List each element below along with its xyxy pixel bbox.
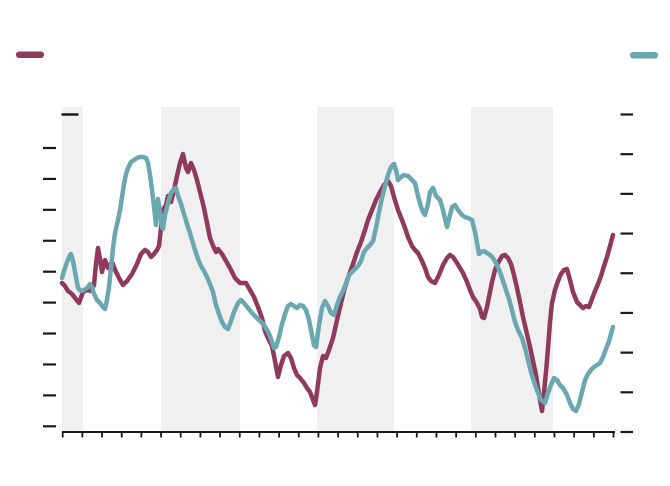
series-lines xyxy=(59,151,616,414)
x-axis xyxy=(61,431,615,438)
y-axis-left xyxy=(43,146,56,428)
y-axis-right xyxy=(620,113,633,434)
maroon-series-line xyxy=(59,151,616,414)
legend-right-swatch xyxy=(630,52,658,59)
legend xyxy=(16,51,658,59)
teal-series-line xyxy=(59,154,616,414)
legend-left-swatch xyxy=(16,51,44,58)
